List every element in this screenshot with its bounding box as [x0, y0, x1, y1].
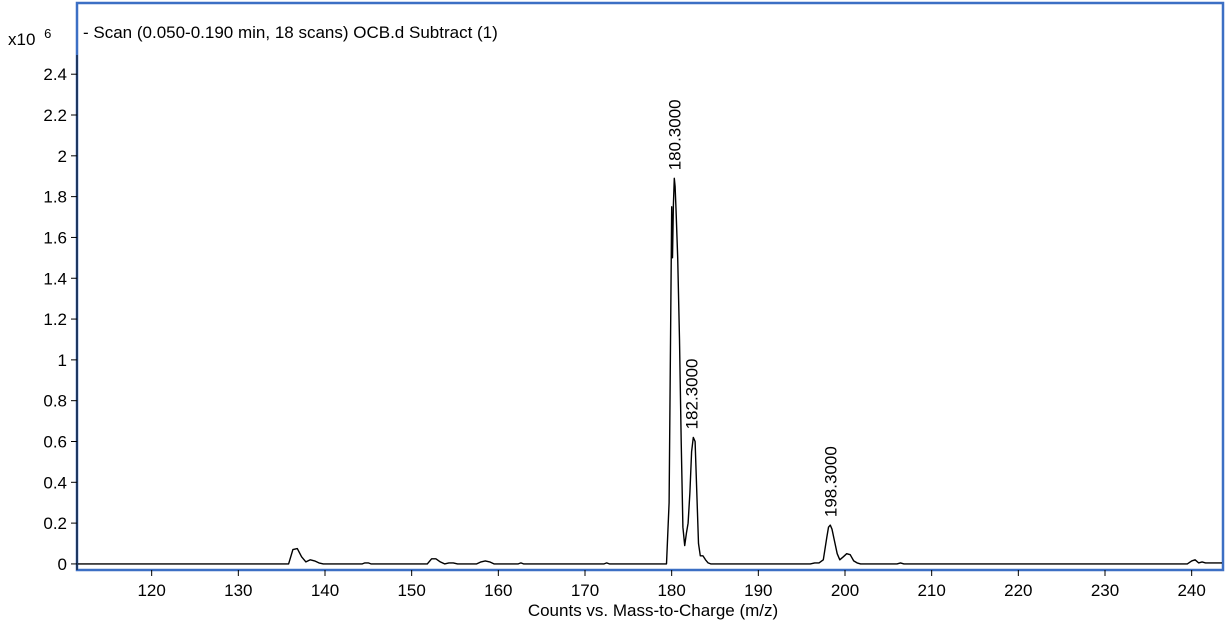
- y-tick-label: 2.4: [43, 65, 67, 84]
- x-tick-label: 160: [484, 581, 512, 600]
- y-axis-ticks: 0 0.2 0.4 0.6 0.8 1 1.2 1.4 1.6 1.8 2 2.2 2.4: [43, 65, 77, 574]
- y-multiplier-label: x10 6: [8, 26, 51, 49]
- peak-labels: 180.3000 182.3000 198.3000: [665, 99, 840, 517]
- x-tick-label: 220: [1004, 581, 1032, 600]
- plot-frame: [75, 1, 1225, 572]
- y-tick-label: 1: [58, 351, 67, 370]
- y-tick-label: 1.2: [43, 310, 67, 329]
- spectrum-line: [78, 177, 1222, 565]
- x-tick-label: 240: [1177, 581, 1205, 600]
- x-tick-label: 120: [137, 581, 165, 600]
- y-multiplier-base: x10: [8, 30, 35, 49]
- peak-label: 198.3000: [821, 446, 840, 517]
- y-tick-label: 1.8: [43, 188, 67, 207]
- x-tick-label: 170: [571, 581, 599, 600]
- y-multiplier-exponent: 6: [44, 26, 51, 41]
- y-tick-label: 0.2: [43, 514, 67, 533]
- y-tick-label: 0.6: [43, 432, 67, 451]
- y-tick-label: 2: [58, 147, 67, 166]
- x-tick-label: 190: [744, 581, 772, 600]
- x-tick-label: 210: [917, 581, 945, 600]
- x-tick-label: 230: [1091, 581, 1119, 600]
- y-tick-label: 0.4: [43, 473, 67, 492]
- x-tick-label: 130: [224, 581, 252, 600]
- x-tick-label: 180: [657, 581, 685, 600]
- series-group: [78, 177, 1222, 565]
- x-tick-label: 150: [397, 581, 425, 600]
- y-tick-label: 2.2: [43, 106, 67, 125]
- y-tick-label: 0: [58, 555, 67, 574]
- y-tick-label: 1.4: [43, 269, 67, 288]
- y-tick-label: 0.8: [43, 392, 67, 411]
- x-tick-label: 200: [831, 581, 859, 600]
- y-tick-label: 1.6: [43, 228, 67, 247]
- x-axis-ticks: 120 130 140 150 160 170 180 190 200 210 220 230 240: [137, 570, 1206, 600]
- x-tick-label: 140: [311, 581, 339, 600]
- chart-title: - Scan (0.050-0.190 min, 18 scans) OCB.d…: [83, 23, 498, 42]
- peak-label: 182.3000: [683, 358, 702, 429]
- peak-label: 180.3000: [665, 99, 684, 170]
- x-axis-title: Counts vs. Mass-to-Charge (m/z): [528, 601, 778, 620]
